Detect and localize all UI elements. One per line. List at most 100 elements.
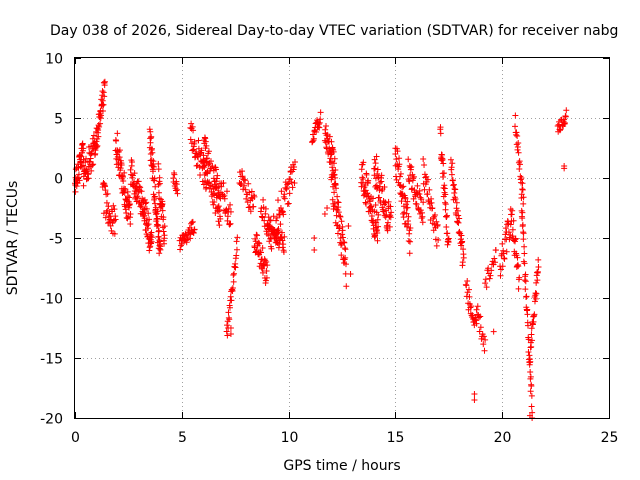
data-point bbox=[453, 199, 460, 206]
data-point bbox=[220, 180, 227, 187]
y-axis: -20 -15 -10 -5 0 5 10 bbox=[40, 52, 609, 428]
data-point bbox=[226, 304, 233, 311]
data-point bbox=[341, 245, 348, 252]
data-point bbox=[161, 232, 168, 239]
data-point bbox=[105, 203, 112, 210]
data-point bbox=[497, 272, 504, 279]
data-point bbox=[211, 190, 218, 197]
data-point bbox=[442, 191, 449, 198]
data-point bbox=[339, 227, 346, 234]
data-point bbox=[135, 189, 142, 196]
data-point bbox=[277, 221, 284, 228]
data-point bbox=[443, 213, 450, 220]
data-point bbox=[407, 238, 414, 245]
data-point bbox=[291, 180, 298, 187]
data-point bbox=[414, 182, 421, 189]
data-point bbox=[142, 200, 149, 207]
data-point bbox=[419, 219, 426, 226]
data-point bbox=[227, 208, 234, 215]
data-point bbox=[278, 229, 285, 236]
data-point bbox=[421, 161, 428, 168]
data-point bbox=[449, 160, 456, 167]
data-point bbox=[223, 328, 230, 335]
data-point bbox=[225, 205, 232, 212]
data-point bbox=[72, 188, 79, 195]
data-point bbox=[418, 196, 425, 203]
data-point bbox=[463, 293, 470, 300]
data-point bbox=[485, 265, 492, 272]
data-point bbox=[205, 148, 212, 155]
data-point bbox=[471, 397, 478, 403]
data-point bbox=[410, 175, 417, 182]
data-point bbox=[138, 188, 145, 195]
data-point bbox=[519, 186, 526, 193]
data-point bbox=[509, 226, 516, 233]
data-point bbox=[528, 383, 535, 390]
data-point bbox=[311, 235, 318, 241]
data-point bbox=[270, 213, 277, 220]
data-point bbox=[174, 190, 181, 197]
data-point bbox=[482, 336, 489, 343]
data-point bbox=[101, 93, 108, 100]
data-point bbox=[246, 189, 253, 196]
data-point bbox=[277, 205, 284, 212]
data-point bbox=[453, 205, 460, 212]
data-point bbox=[264, 262, 271, 269]
data-point bbox=[98, 101, 105, 108]
data-point bbox=[526, 352, 533, 359]
data-point bbox=[524, 322, 531, 329]
data-point bbox=[434, 221, 441, 228]
data-point bbox=[317, 109, 324, 116]
data-point bbox=[289, 184, 296, 191]
data-point bbox=[527, 373, 534, 380]
data-point bbox=[336, 213, 343, 220]
data-point bbox=[516, 274, 523, 281]
data-point bbox=[118, 161, 125, 168]
data-point bbox=[207, 182, 214, 189]
data-point bbox=[84, 170, 91, 177]
data-point bbox=[386, 223, 393, 230]
data-point bbox=[227, 325, 234, 331]
data-point bbox=[263, 274, 270, 281]
data-point bbox=[250, 203, 257, 210]
data-point bbox=[387, 203, 394, 210]
data-point bbox=[449, 177, 456, 184]
data-point bbox=[78, 153, 85, 160]
data-point bbox=[514, 254, 521, 261]
data-point bbox=[144, 222, 151, 229]
data-point bbox=[155, 228, 162, 235]
data-point bbox=[486, 275, 493, 282]
data-point bbox=[231, 270, 238, 277]
data-point bbox=[157, 246, 164, 253]
data-point bbox=[358, 183, 365, 190]
data-point bbox=[154, 215, 161, 222]
data-point bbox=[404, 198, 411, 205]
data-point bbox=[232, 264, 239, 271]
data-point bbox=[561, 119, 568, 126]
data-point bbox=[410, 173, 417, 180]
data-point bbox=[206, 179, 213, 186]
data-point bbox=[141, 206, 148, 213]
data-point bbox=[172, 187, 179, 194]
data-point bbox=[221, 195, 228, 202]
data-point bbox=[152, 200, 159, 207]
data-point bbox=[262, 277, 269, 284]
data-point bbox=[467, 304, 474, 311]
data-point bbox=[378, 178, 385, 185]
data-point bbox=[363, 171, 370, 178]
data-point bbox=[317, 116, 324, 123]
data-point bbox=[535, 256, 542, 263]
data-point bbox=[178, 240, 185, 247]
data-point bbox=[112, 216, 119, 223]
data-point bbox=[202, 135, 209, 142]
y-tick-label: -10 bbox=[40, 292, 63, 308]
data-point bbox=[257, 208, 264, 215]
x-tick-label: 25 bbox=[601, 430, 619, 446]
data-point bbox=[528, 392, 535, 399]
data-point bbox=[331, 189, 338, 196]
data-point bbox=[521, 243, 528, 250]
data-point bbox=[455, 212, 462, 219]
data-point bbox=[281, 195, 288, 202]
data-point bbox=[313, 128, 320, 135]
data-point bbox=[491, 255, 498, 262]
